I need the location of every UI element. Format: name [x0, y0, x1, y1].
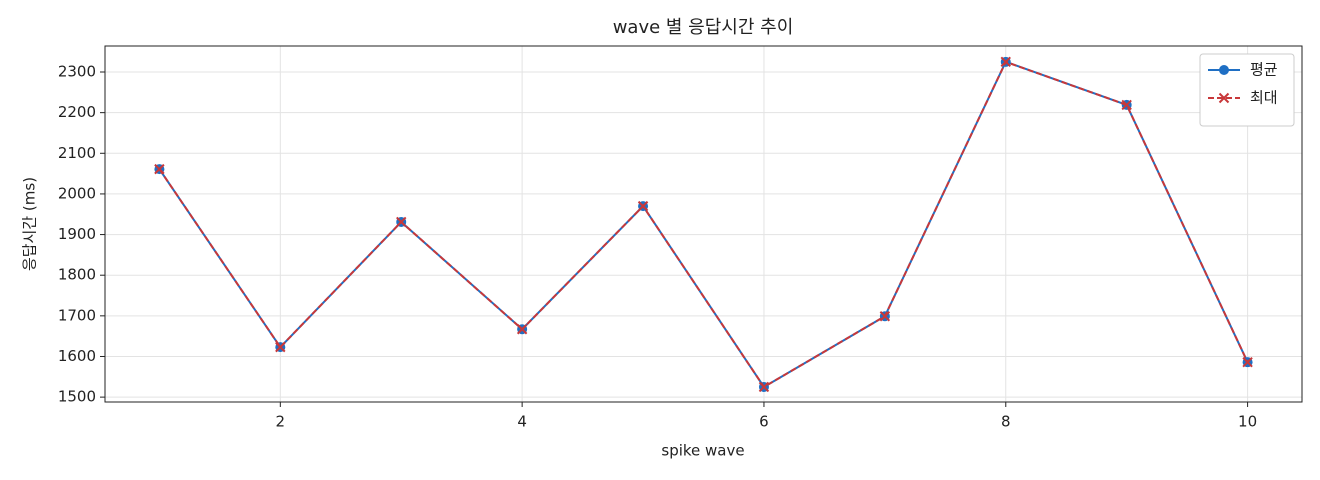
y-axis-label: 응답시간 (ms) [21, 177, 39, 271]
y-tick-label: 2000 [58, 184, 96, 202]
y-tick-label: 2100 [58, 144, 96, 162]
marker [637, 200, 649, 212]
chart-title: wave 별 응답시간 추이 [613, 17, 794, 38]
marker [1121, 99, 1132, 111]
y-tick-label: 1900 [58, 225, 96, 243]
x-axis-label: spike wave [661, 442, 744, 460]
x-tick-label: 2 [276, 413, 286, 431]
series-line [158, 60, 1249, 389]
y-tick-label: 1700 [58, 306, 96, 324]
y-tick-label: 1600 [58, 347, 96, 365]
legend-marker [1218, 92, 1230, 104]
y-tick-label: 2300 [58, 63, 96, 81]
marker [516, 324, 528, 335]
marker [396, 216, 407, 228]
marker [758, 381, 770, 393]
legend-marker [1219, 65, 1229, 75]
marker [275, 341, 286, 353]
marker [1242, 356, 1253, 368]
y-tick-label: 1800 [58, 266, 96, 284]
marker [879, 311, 891, 322]
x-tick-label: 6 [759, 413, 769, 431]
legend-label: 최대 [1250, 89, 1278, 107]
series-line [158, 60, 1249, 389]
y-tick-label: 2200 [58, 103, 96, 121]
y-tick-label: 1500 [58, 388, 96, 406]
x-tick-label: 10 [1238, 413, 1257, 431]
plot-frame [104, 45, 1303, 403]
marker [1000, 56, 1011, 68]
x-tick-label: 4 [517, 413, 527, 431]
legend-label: 평균 [1250, 61, 1278, 79]
marker [154, 163, 165, 175]
legend-box [1199, 53, 1295, 127]
x-tick-label: 8 [1001, 413, 1011, 431]
